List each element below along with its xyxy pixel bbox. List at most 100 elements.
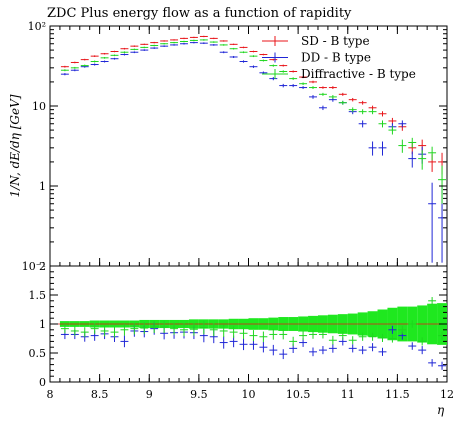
diffractive-ratio-point (110, 326, 119, 338)
diffractive-point (239, 51, 248, 54)
diffractive-point (120, 51, 129, 54)
diffractive-point (249, 55, 258, 58)
dd-point (358, 120, 367, 128)
ratio-tick-label: 2 (39, 260, 46, 273)
diffractive-ratio-point (378, 333, 387, 342)
dd-point (368, 141, 377, 156)
sd-point (309, 80, 317, 84)
diffractive-ratio-point (269, 329, 278, 340)
diffractive-point (348, 107, 357, 113)
diffractive-ratio-point (348, 336, 357, 345)
sd-point (219, 40, 228, 42)
dd-ratio-point (219, 336, 228, 349)
ratio-tick-label: 0 (39, 376, 46, 389)
sd-point (60, 65, 69, 68)
dd-ratio-point (438, 361, 447, 370)
sd-point (269, 58, 278, 61)
diffractive-ratio-point (318, 330, 327, 339)
diffractive-ratio-point (368, 332, 377, 341)
sd-point (209, 37, 218, 40)
diffractive-point (110, 54, 119, 57)
diffractive-point (418, 150, 427, 170)
y-tick-label: 10² (28, 20, 46, 33)
diffractive-point (100, 56, 109, 59)
diffractive-ratio-point (239, 327, 248, 340)
sd-point (199, 35, 208, 38)
dd-ratio-point (418, 346, 427, 355)
diffractive-ratio-point (259, 331, 268, 342)
x-tick-label: 10 (242, 388, 256, 401)
main-series-layer (60, 35, 447, 263)
dd-legend-label: DD - B type (301, 51, 371, 65)
diffractive-ratio-point (358, 332, 367, 341)
diffractive-point (170, 41, 179, 44)
dd-point (229, 55, 238, 59)
dd-point (90, 63, 99, 66)
sd-legend-label: SD - B type (301, 34, 370, 48)
diffractive-ratio-point (219, 324, 228, 338)
x-tick-label: 8.5 (91, 388, 109, 401)
diffractive-point (180, 40, 188, 43)
diffractive-point (209, 41, 218, 43)
dd-point (189, 41, 198, 44)
diffractive-point (60, 69, 69, 72)
dd-point (299, 86, 308, 90)
dd-point (130, 51, 139, 54)
dd-point (160, 45, 169, 47)
diffractive-point (428, 146, 437, 161)
sd-point (348, 97, 357, 102)
x-axis-label: η (437, 403, 445, 417)
dd-point (70, 69, 79, 72)
sd-point (140, 43, 149, 46)
dd-ratio-point (239, 338, 248, 351)
diffractive-point (408, 137, 417, 148)
dd-point (60, 73, 69, 76)
diffractive-point (199, 39, 208, 41)
sd-point (249, 50, 258, 53)
sd-point (338, 92, 347, 96)
dd-point (180, 42, 188, 45)
x-tick-label: 11.5 (385, 388, 410, 401)
chart-title: ZDC Plus energy flow as a function of ra… (47, 6, 352, 21)
x-tick-label: 10.5 (286, 388, 311, 401)
diffractive-ratio-point (80, 327, 89, 338)
dd-ratio-point (259, 341, 268, 353)
dd-point (318, 105, 327, 111)
sd-point (90, 55, 99, 57)
dd-ratio-point (120, 335, 129, 348)
diffractive-ratio-point (418, 337, 427, 346)
diffractive-point (189, 39, 198, 42)
diffractive-ratio-point (338, 331, 347, 340)
diffractive-ratio-point (408, 320, 417, 328)
diffractive-point (130, 48, 139, 51)
sd-point (299, 76, 308, 79)
dd-point (199, 42, 208, 45)
diffractive-point (289, 77, 298, 80)
dd-point (289, 84, 298, 88)
diffractive-point (318, 92, 327, 96)
diffractive-point (309, 86, 317, 90)
diffractive-point (219, 44, 228, 46)
dd-point (120, 53, 129, 56)
diffractive-legend-label: Diffractive - B type (301, 67, 416, 81)
dd-ratio-point (269, 344, 278, 356)
sd-point (259, 53, 268, 56)
dd-point (219, 51, 228, 54)
dd-point (408, 151, 417, 168)
dd-ratio-point (328, 344, 337, 353)
y-axis-label: 1/N, dE/dη [GeV] (8, 94, 22, 197)
x-tick-label: 12 (440, 388, 454, 401)
diffractive-ratio-point (428, 297, 437, 305)
dd-ratio-point (428, 359, 437, 367)
diffractive-ratio-point (140, 322, 149, 334)
diffractive-point (229, 47, 238, 50)
diffractive-ratio-point (279, 329, 288, 340)
y-tick-label: 1 (39, 180, 46, 193)
x-tick-label: 8 (47, 388, 54, 401)
sd-point (229, 43, 238, 46)
dd-ratio-point (309, 347, 317, 357)
sd-point (70, 61, 79, 64)
diffractive-ratio-point (120, 324, 129, 336)
dd-point (100, 60, 109, 63)
diffractive-point (150, 44, 159, 47)
